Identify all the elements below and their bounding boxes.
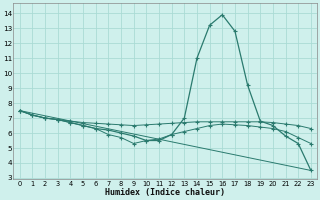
X-axis label: Humidex (Indice chaleur): Humidex (Indice chaleur): [105, 188, 225, 197]
